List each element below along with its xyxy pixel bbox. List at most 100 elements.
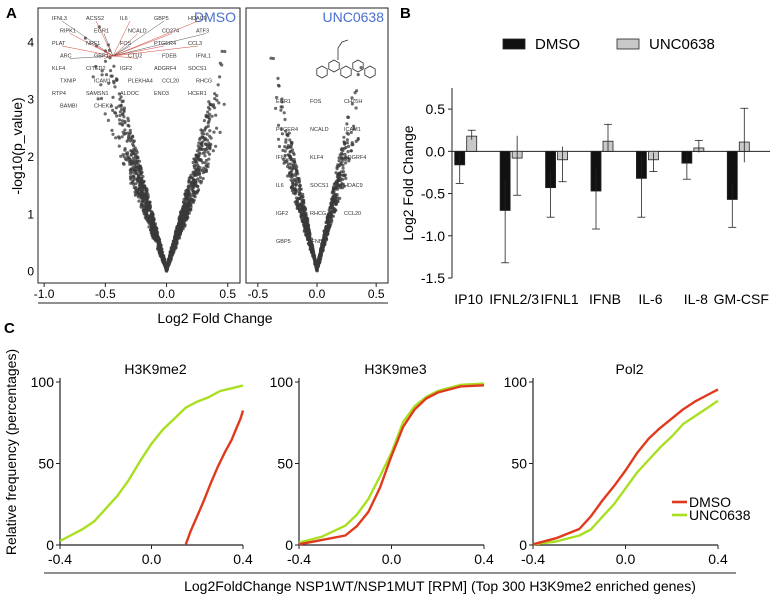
volcano-point bbox=[170, 245, 174, 249]
volcano-point bbox=[352, 124, 356, 128]
volcano-point bbox=[291, 151, 295, 155]
volcano-point bbox=[281, 148, 285, 152]
volcano-point bbox=[128, 168, 132, 172]
volcano-point bbox=[137, 169, 141, 173]
cdf-y-tick-label: 50 bbox=[277, 456, 293, 472]
volcano-point bbox=[132, 149, 137, 153]
volcano-title-unc0638: UNC0638 bbox=[323, 9, 385, 25]
cdf-legend-label-unc0638: UNC0638 bbox=[689, 507, 751, 523]
volcano-point bbox=[306, 223, 311, 227]
volcano-point bbox=[330, 197, 334, 201]
volcano-point bbox=[291, 163, 296, 167]
volcano-point bbox=[342, 146, 347, 150]
volcano-point bbox=[207, 141, 211, 145]
volcano-point bbox=[321, 238, 326, 242]
volcano-point bbox=[132, 175, 136, 179]
volcano-point bbox=[136, 159, 140, 163]
bar-legend-label-dmso: DMSO bbox=[535, 36, 580, 53]
volcano-point bbox=[150, 229, 154, 233]
volcano-x-tick-label: -1.0 bbox=[34, 287, 55, 301]
volcano-point bbox=[199, 179, 203, 183]
volcano-point bbox=[134, 153, 138, 157]
volcano-point bbox=[118, 122, 122, 126]
volcano-point bbox=[203, 147, 207, 151]
volcano-gene-label: PLAT bbox=[52, 41, 66, 47]
volcano-point bbox=[298, 183, 302, 187]
volcano-label-leader bbox=[112, 33, 207, 57]
volcano-point bbox=[131, 156, 136, 160]
volcano-point bbox=[331, 194, 335, 198]
volcano-point bbox=[150, 233, 154, 238]
volcano-gene-label: NCALD bbox=[128, 29, 147, 35]
volcano-point bbox=[343, 152, 347, 156]
volcano-point bbox=[196, 167, 201, 172]
volcano-point bbox=[287, 166, 291, 170]
bar-category-label: IP10 bbox=[454, 291, 483, 307]
cdf-legend-label-dmso: DMSO bbox=[689, 494, 731, 510]
volcano-point bbox=[316, 259, 320, 263]
bar-category-label: GM-CSF bbox=[714, 291, 769, 307]
volcano-gene-label: PLEKHA4 bbox=[128, 79, 153, 85]
volcano-point bbox=[117, 92, 121, 96]
volcano-point bbox=[151, 236, 155, 240]
volcano-point bbox=[155, 230, 159, 234]
volcano-point bbox=[132, 177, 136, 182]
volcano-point bbox=[347, 159, 351, 163]
volcano-point bbox=[196, 184, 200, 189]
volcano-point bbox=[128, 128, 132, 132]
volcano-point bbox=[203, 169, 207, 174]
volcano-point bbox=[131, 165, 135, 169]
volcano-point bbox=[144, 206, 148, 211]
volcano-point bbox=[192, 173, 197, 177]
volcano-point bbox=[208, 134, 212, 138]
volcano-point bbox=[201, 176, 205, 181]
volcano-point bbox=[206, 110, 210, 114]
volcano-point bbox=[346, 150, 350, 154]
volcano-point bbox=[284, 129, 288, 133]
volcano-point bbox=[132, 144, 136, 148]
volcano-point bbox=[111, 95, 115, 99]
volcano-point bbox=[345, 122, 349, 126]
volcano-gene-label: ENO3 bbox=[154, 91, 169, 97]
volcano-point bbox=[144, 196, 149, 200]
volcano-point bbox=[327, 215, 331, 219]
volcano-point bbox=[195, 149, 199, 153]
volcano-point bbox=[208, 102, 212, 107]
volcano-point bbox=[152, 217, 156, 221]
volcano-point bbox=[297, 176, 301, 181]
volcano-point bbox=[326, 222, 331, 226]
volcano-point bbox=[168, 257, 172, 261]
volcano-point bbox=[162, 257, 166, 261]
volcano-gene-label: KLF4 bbox=[52, 66, 65, 72]
volcano-point bbox=[191, 189, 195, 193]
volcano-point bbox=[135, 172, 139, 176]
volcano-point bbox=[352, 127, 356, 131]
volcano-point bbox=[280, 105, 284, 109]
volcano-point bbox=[200, 147, 204, 152]
volcano-point bbox=[284, 138, 288, 142]
cdf-title-h3k9me2: H3K9me2 bbox=[124, 361, 186, 377]
volcano-point bbox=[141, 193, 145, 197]
cdf-line-dmso bbox=[298, 384, 485, 546]
volcano-gene-label: RTP4 bbox=[52, 91, 66, 97]
unc0638-structure bbox=[316, 39, 376, 79]
volcano-point bbox=[124, 157, 128, 161]
volcano-point bbox=[344, 176, 348, 180]
volcano-point bbox=[290, 141, 294, 145]
volcano-point bbox=[341, 166, 345, 170]
volcano-point bbox=[100, 69, 104, 73]
volcano-point bbox=[171, 252, 175, 256]
cdf-x-tick-label: -0.4 bbox=[521, 551, 545, 567]
volcano-point bbox=[132, 168, 136, 172]
volcano-x-tick-label: -0.5 bbox=[95, 287, 116, 301]
volcano-point bbox=[189, 205, 193, 209]
volcano-point bbox=[207, 119, 211, 123]
volcano-point bbox=[121, 153, 125, 157]
volcano-point bbox=[303, 223, 307, 227]
cdf-x-tick-label: 0.0 bbox=[382, 551, 402, 567]
volcano-point bbox=[129, 181, 133, 185]
volcano-point bbox=[113, 85, 117, 89]
volcano-point bbox=[288, 171, 292, 175]
volcano-point bbox=[133, 193, 137, 197]
volcano-point bbox=[210, 114, 214, 118]
